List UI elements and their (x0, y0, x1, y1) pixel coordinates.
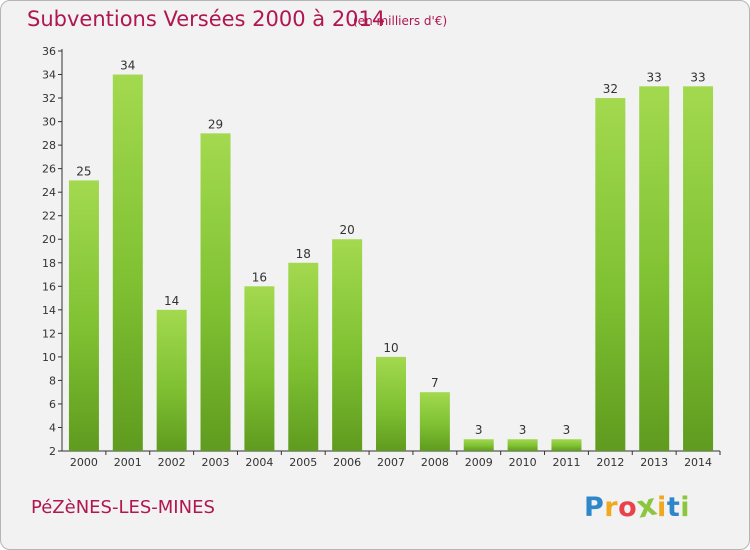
x-tick-label: 2003 (202, 456, 230, 469)
logo-letter: i (657, 492, 667, 523)
bar (595, 98, 626, 451)
x-tick-label: 2012 (596, 456, 624, 469)
data-label: 29 (208, 117, 223, 131)
logo-letter: r (604, 492, 619, 523)
commune-name: PéZèNES-LES-MINES (31, 497, 215, 518)
x-tick-label: 2000 (70, 456, 98, 469)
x-tick-label: 2010 (509, 456, 537, 469)
y-tick-label: 10 (42, 351, 56, 364)
bar (332, 239, 363, 451)
y-tick-label: 18 (42, 257, 56, 270)
y-tick-label: 26 (42, 163, 56, 176)
y-tick-label: 12 (42, 327, 56, 340)
data-label: 10 (383, 341, 398, 355)
data-label: 32 (603, 82, 618, 96)
y-tick-label: 20 (42, 233, 56, 246)
y-tick-label: 34 (42, 69, 56, 82)
bar (112, 74, 143, 451)
x-tick-label: 2007 (377, 456, 405, 469)
y-tick-label: 2 (49, 445, 56, 458)
data-label: 34 (120, 59, 135, 73)
chart-title: Subventions Versées 2000 à 2014 (27, 7, 386, 31)
x-tick-label: 2008 (421, 456, 449, 469)
y-tick-label: 24 (42, 186, 56, 199)
y-tick-label: 28 (42, 139, 56, 152)
data-label: 25 (76, 164, 91, 178)
bar (376, 356, 406, 451)
bar (244, 286, 275, 451)
logo-letter: t (666, 492, 681, 523)
logo-letter: i (680, 492, 690, 523)
data-label: 33 (690, 70, 705, 84)
data-label: 18 (296, 247, 311, 261)
bar (463, 439, 494, 451)
x-tick-label: 2004 (245, 456, 273, 469)
bar (200, 133, 231, 451)
bar (683, 86, 714, 451)
data-label: 16 (252, 270, 267, 284)
y-tick-label: 4 (49, 421, 56, 434)
x-tick-label: 2011 (552, 456, 580, 469)
data-label: 3 (519, 423, 527, 437)
data-label: 7 (431, 376, 439, 390)
proxiti-logo: Proxiti (584, 487, 690, 525)
y-tick-label: 8 (49, 374, 56, 387)
y-tick-label: 16 (42, 280, 56, 293)
data-label: 14 (164, 294, 179, 308)
y-tick-label: 14 (42, 304, 56, 317)
bar (288, 262, 319, 451)
x-tick-label: 2009 (465, 456, 493, 469)
x-tick-label: 2005 (289, 456, 317, 469)
bar (68, 180, 99, 452)
bar (419, 392, 450, 451)
y-tick-label: 36 (42, 45, 56, 58)
data-label: 33 (647, 70, 662, 84)
data-label: 20 (339, 223, 354, 237)
x-tick-label: 2001 (114, 456, 142, 469)
bar (639, 86, 670, 451)
bar (156, 309, 187, 451)
logo-letter: o (618, 492, 638, 523)
x-tick-label: 2006 (333, 456, 361, 469)
y-tick-label: 6 (49, 398, 56, 411)
y-tick-label: 22 (42, 210, 56, 223)
data-label: 3 (475, 423, 483, 437)
bar (551, 439, 582, 451)
logo-letter: P (584, 492, 605, 523)
data-label: 3 (563, 423, 571, 437)
x-tick-label: 2013 (640, 456, 668, 469)
bar (507, 439, 538, 451)
y-tick-label: 30 (42, 116, 56, 129)
y-tick-label: 32 (42, 92, 56, 105)
chart-subtitle: (en milliers d'€) (353, 14, 448, 28)
x-tick-label: 2014 (684, 456, 712, 469)
x-tick-label: 2002 (158, 456, 186, 469)
